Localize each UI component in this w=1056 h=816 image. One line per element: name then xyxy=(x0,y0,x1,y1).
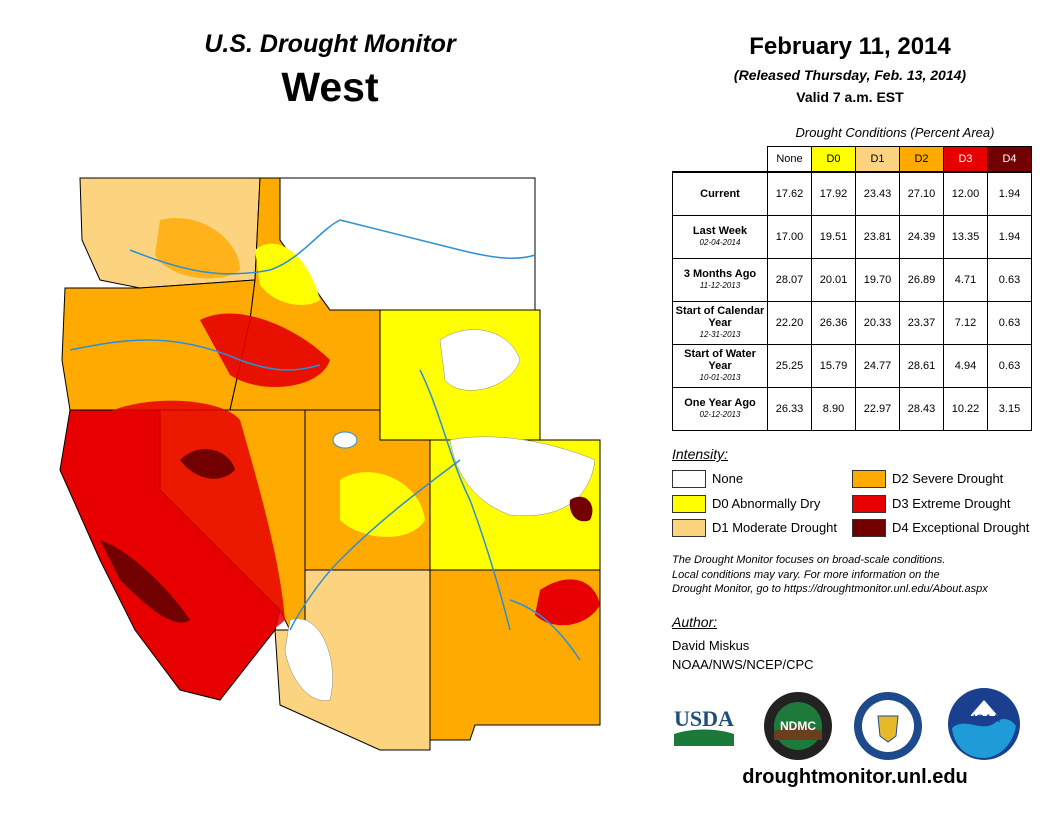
stats-cell: 0.63 xyxy=(987,301,1032,345)
drought-map xyxy=(59,177,601,751)
stats-cell: 1.94 xyxy=(987,215,1032,259)
stats-cell: 28.43 xyxy=(899,387,944,431)
stats-row: Start of Calendar Year 12-31-2013 22.20 26.… xyxy=(672,301,1032,345)
stats-cell: 19.70 xyxy=(855,258,900,302)
stats-header-row: None D0 D1 D2 D3 D4 xyxy=(673,146,1032,173)
legend-label: D0 Abnormally Dry xyxy=(712,496,821,511)
stats-cell: 12.00 xyxy=(943,171,988,216)
map-date: February 11, 2014 xyxy=(749,33,951,60)
stats-cell: 26.89 xyxy=(899,258,944,302)
legend-title: Intensity: xyxy=(672,446,729,462)
stats-cell: 28.61 xyxy=(899,344,944,388)
stats-cell: 20.33 xyxy=(855,301,900,345)
svg-text:NDMC: NDMC xyxy=(780,719,816,733)
stats-row: Start of Water Year 10-01-2013 25.25 15.79 2… xyxy=(672,344,1032,388)
stats-cell: 3.15 xyxy=(987,387,1032,431)
col-d3: D3 xyxy=(943,146,988,173)
website-url[interactable]: droughtmonitor.unl.edu xyxy=(742,766,968,788)
stats-cell: 26.33 xyxy=(767,387,812,431)
stats-cell: 0.63 xyxy=(987,258,1032,302)
stats-cell: 4.94 xyxy=(943,344,988,388)
map-title: U.S. Drought Monitor xyxy=(204,30,456,58)
legend-label: None xyxy=(712,471,744,486)
stats-row: Last Week 02-04-2014 17.00 19.51 23.81 24.39 1… xyxy=(672,215,1032,259)
svg-text:USDA: USDA xyxy=(674,706,734,731)
drought-stats-table: None D0 D1 D2 D3 D4 Current 17.62 17.92 23.… xyxy=(672,146,1032,431)
state-montana xyxy=(279,177,536,311)
region-title: West xyxy=(281,64,379,110)
author-name: David Miskus xyxy=(672,638,750,653)
usda-logo: USDA xyxy=(672,698,736,748)
stats-cell: 10.22 xyxy=(943,387,988,431)
stats-row-label: Start of Water Year 10-01-2013 xyxy=(672,344,768,388)
stats-row: Current 17.62 17.92 23.43 27.10 12.00 1.94 xyxy=(672,171,1032,216)
stats-cell: 22.97 xyxy=(855,387,900,431)
col-none: None xyxy=(767,146,812,173)
stats-cell: 20.01 xyxy=(811,258,856,302)
stats-cell: 1.94 xyxy=(987,171,1032,216)
legend-label: D2 Severe Drought xyxy=(892,471,1004,486)
stats-cell: 23.43 xyxy=(855,171,900,216)
legend-swatch xyxy=(852,470,886,488)
svg-text:NOAA: NOAA xyxy=(968,713,1000,725)
stats-cell: 23.81 xyxy=(855,215,900,259)
legend-swatch xyxy=(672,519,706,537)
stats-cell: 27.10 xyxy=(899,171,944,216)
stats-row-label: One Year Ago 02-12-2013 xyxy=(672,387,768,431)
legend-swatch xyxy=(852,495,886,513)
disclaimer-note: The Drought Monitor focuses on broad-sca… xyxy=(672,554,988,595)
stats-row-label: Last Week 02-04-2014 xyxy=(672,215,768,259)
stats-cell: 8.90 xyxy=(811,387,856,431)
legend-label: D3 Extreme Drought xyxy=(892,496,1011,511)
stats-cell: 4.71 xyxy=(943,258,988,302)
stats-row-label: Current xyxy=(672,171,768,216)
stats-cell: 26.36 xyxy=(811,301,856,345)
legend-swatch xyxy=(852,519,886,537)
col-d4: D4 xyxy=(987,146,1032,173)
stats-cell: 23.37 xyxy=(899,301,944,345)
ndmc-logo: NDMC xyxy=(762,690,834,762)
stats-cell: 28.07 xyxy=(767,258,812,302)
conditions-caption: Drought Conditions (Percent Area) xyxy=(795,125,995,140)
stats-row: 3 Months Ago 11-12-2013 28.07 20.01 19.70 26.… xyxy=(672,258,1032,302)
stats-row-label: Start of Calendar Year 12-31-2013 xyxy=(672,301,768,345)
legend-swatch xyxy=(672,495,706,513)
author-heading: Author: xyxy=(672,614,718,630)
stats-cell: 19.51 xyxy=(811,215,856,259)
stats-cell: 22.20 xyxy=(767,301,812,345)
stats-cell: 17.62 xyxy=(767,171,812,216)
stats-cell: 7.12 xyxy=(943,301,988,345)
legend-swatch xyxy=(672,470,706,488)
stats-cell: 17.00 xyxy=(767,215,812,259)
author-org: NOAA/NWS/NCEP/CPC xyxy=(672,657,814,672)
stats-row: One Year Ago 02-12-2013 26.33 8.90 22.97 28.4… xyxy=(672,387,1032,431)
legend-label: D1 Moderate Drought xyxy=(712,520,838,535)
stats-cell: 0.63 xyxy=(987,344,1032,388)
noaa-logo: NOAA xyxy=(946,686,1022,762)
release-date: (Released Thursday, Feb. 13, 2014) xyxy=(733,67,967,83)
stats-cell: 25.25 xyxy=(767,344,812,388)
stats-cell: 13.35 xyxy=(943,215,988,259)
col-d0: D0 xyxy=(811,146,856,173)
valid-time: Valid 7 a.m. EST xyxy=(796,89,904,105)
stats-cell: 17.92 xyxy=(811,171,856,216)
stats-cell: 24.77 xyxy=(855,344,900,388)
stats-cell: 24.39 xyxy=(899,215,944,259)
commerce-seal xyxy=(852,690,924,762)
col-d2: D2 xyxy=(899,146,944,173)
col-d1: D1 xyxy=(855,146,900,173)
stats-row-label: 3 Months Ago 11-12-2013 xyxy=(672,258,768,302)
stats-cell: 15.79 xyxy=(811,344,856,388)
legend-label: D4 Exceptional Drought xyxy=(892,520,1030,535)
